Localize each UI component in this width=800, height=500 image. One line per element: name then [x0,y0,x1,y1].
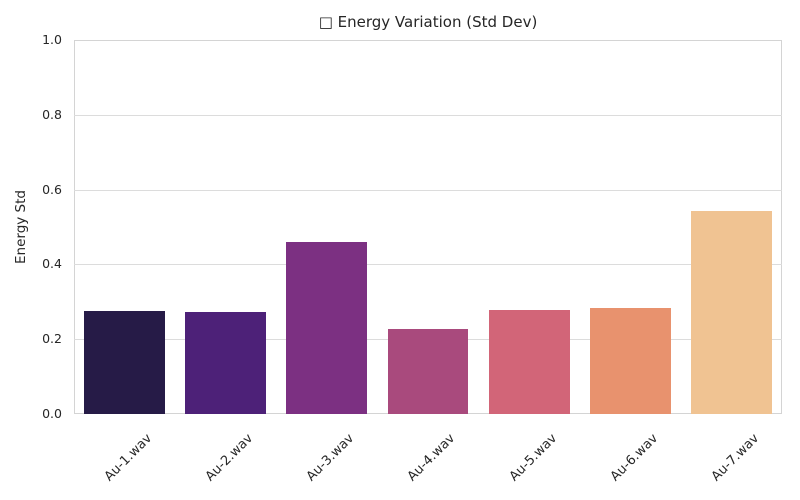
bar-Au-7.wav [691,210,772,414]
bar-Au-1.wav [84,311,165,414]
bar-Au-2.wav [185,311,267,414]
x-tick-label: Au-2.wav [202,431,257,485]
y-axis-label: Energy Std [13,190,29,264]
y-tick-label: 0.4 [42,256,62,272]
y-tick-label: 1.0 [42,32,62,47]
bar-Au-4.wav [387,329,469,414]
y-tick-label: 0.0 [42,406,62,421]
gridline [74,189,782,191]
bar-Au-5.wav [488,310,570,414]
x-tick-label: Au-4.wav [405,431,459,485]
y-tick-label: 0.6 [42,181,62,197]
chart-title: □ Energy Variation (Std Dev) [318,13,538,31]
x-tick-label: Au-1.wav [101,431,156,485]
bar-Au-6.wav [589,307,671,414]
gridline [74,264,782,266]
bar-Au-3.wav [286,242,368,414]
x-tick-label: Au-5.wav [506,431,560,485]
x-tick-label: Au-6.wav [607,431,661,485]
y-tick-label: 0.8 [42,106,62,122]
y-tick-label: 0.2 [42,331,62,347]
gridline [74,114,782,116]
x-tick-label: Au-3.wav [304,431,358,485]
x-tick-label: Au-7.wav [708,431,763,485]
